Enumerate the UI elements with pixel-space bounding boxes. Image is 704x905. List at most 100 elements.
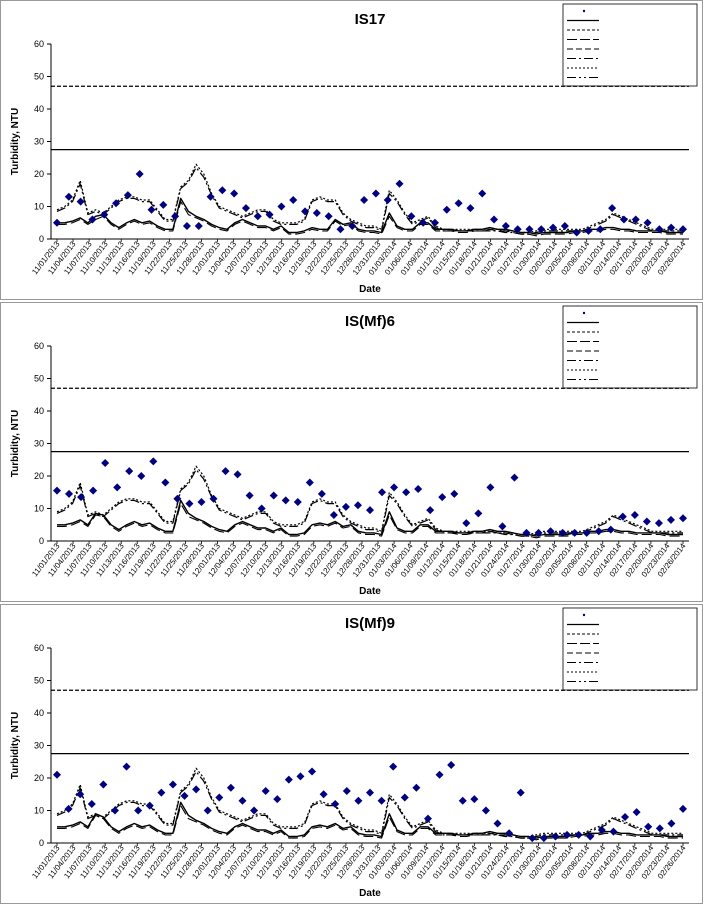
data-point xyxy=(481,806,490,815)
data-point xyxy=(331,800,340,808)
data-point xyxy=(510,473,519,482)
y-tick-label: 10 xyxy=(34,806,44,816)
data-point xyxy=(667,819,676,828)
data-point xyxy=(412,783,421,792)
data-point xyxy=(257,504,266,513)
data-point xyxy=(513,225,522,234)
data-point xyxy=(378,488,387,497)
data-point xyxy=(230,189,239,198)
data-point xyxy=(632,808,641,817)
y-tick-label: 0 xyxy=(39,234,44,244)
y-tick-label: 10 xyxy=(34,202,44,212)
data-point xyxy=(281,496,290,505)
data-point xyxy=(407,212,416,221)
data-point xyxy=(112,199,121,208)
data-point xyxy=(584,226,593,235)
data-point xyxy=(53,486,61,495)
data-point xyxy=(679,514,687,523)
data-point xyxy=(218,186,227,195)
data-point xyxy=(426,506,435,515)
x-axis-label: Date xyxy=(359,284,381,295)
data-point xyxy=(539,834,548,843)
y-tick-label: 30 xyxy=(34,741,44,751)
data-point xyxy=(206,192,215,201)
data-point xyxy=(414,485,423,493)
data-point xyxy=(390,483,399,492)
data-point xyxy=(110,806,119,815)
data-point xyxy=(447,761,456,769)
data-point xyxy=(269,491,278,500)
data-point xyxy=(173,494,182,503)
data-point xyxy=(245,491,254,500)
data-point xyxy=(261,787,270,795)
data-point xyxy=(419,218,428,227)
data-point xyxy=(522,528,531,537)
series-line-2 xyxy=(57,201,683,237)
data-point xyxy=(537,225,546,234)
data-point xyxy=(454,199,463,208)
data-point xyxy=(308,767,317,776)
data-point xyxy=(157,788,166,797)
data-point xyxy=(423,814,432,823)
data-point xyxy=(525,225,534,234)
data-point xyxy=(435,770,444,779)
data-point xyxy=(147,205,156,214)
data-point xyxy=(609,827,618,836)
data-point xyxy=(572,228,581,237)
legend-box xyxy=(562,607,698,691)
y-tick-label: 50 xyxy=(34,676,44,686)
legend xyxy=(562,3,698,87)
data-point xyxy=(296,772,305,781)
data-point xyxy=(149,457,158,466)
data-point xyxy=(498,522,507,531)
data-point xyxy=(551,832,560,841)
data-point xyxy=(194,222,203,230)
data-point xyxy=(221,467,230,476)
data-point xyxy=(493,819,502,828)
data-point xyxy=(642,517,651,526)
y-tick-label: 20 xyxy=(34,169,44,179)
y-tick-label: 0 xyxy=(39,838,44,848)
data-point xyxy=(606,525,615,534)
y-tick-label: 60 xyxy=(34,341,44,351)
data-point xyxy=(679,804,687,813)
data-point xyxy=(76,197,85,206)
series-line-3 xyxy=(56,465,683,536)
y-tick-label: 50 xyxy=(34,374,44,384)
data-point xyxy=(462,519,471,528)
data-point xyxy=(570,528,579,537)
data-point xyxy=(329,511,338,519)
legend-box xyxy=(562,3,698,87)
data-point xyxy=(215,793,224,802)
data-point xyxy=(241,204,250,213)
data-point xyxy=(348,222,357,230)
data-point xyxy=(490,215,499,224)
data-point xyxy=(284,775,293,784)
data-point xyxy=(619,215,628,224)
data-point xyxy=(586,832,595,841)
data-point xyxy=(655,824,664,833)
data-point xyxy=(366,788,374,797)
data-point xyxy=(528,834,537,843)
x-axis-label: Date xyxy=(359,586,381,597)
data-point xyxy=(87,800,96,808)
data-point xyxy=(582,528,591,537)
data-point xyxy=(402,488,411,497)
data-point xyxy=(621,813,630,821)
data-point xyxy=(180,791,189,800)
data-point xyxy=(253,212,262,221)
y-tick-label: 30 xyxy=(34,137,44,147)
data-point xyxy=(630,511,639,519)
data-point xyxy=(466,204,475,213)
y-axis-label: Turbidity, NTU xyxy=(10,410,21,477)
y-axis-label: Turbidity, NTU xyxy=(10,712,21,779)
series-line-3 xyxy=(56,163,683,234)
series-line-2 xyxy=(57,503,683,539)
data-point xyxy=(574,830,583,839)
data-point xyxy=(185,499,194,508)
data-point xyxy=(563,830,572,839)
